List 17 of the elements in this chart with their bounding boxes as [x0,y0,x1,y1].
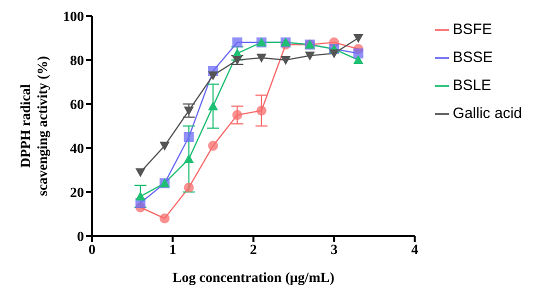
y-axis-title: DPPH radical scavenging activity (%) [19,56,51,196]
x-axis-title: Log concentration (μg/mL) [172,271,335,286]
y-tick-label: 100 [63,10,84,25]
x-tick-label: 1 [169,242,176,258]
x-tick-label: 0 [88,242,96,258]
legend-label: BSFE [452,21,492,38]
x-tick-label: 2 [250,242,257,258]
x-tick-label: 4 [411,242,418,258]
y-tick-label: 0 [77,230,84,245]
y-tick-label: 80 [70,54,84,69]
legend-label: BSSE [452,49,493,66]
x-tick-label: 3 [330,242,338,258]
legend-label: Gallic acid [452,105,522,122]
legend-label: BSLE [452,77,492,94]
y-tick-label: 20 [70,186,84,201]
y-tick-label: 60 [70,98,84,113]
y-tick-label: 40 [70,142,84,157]
